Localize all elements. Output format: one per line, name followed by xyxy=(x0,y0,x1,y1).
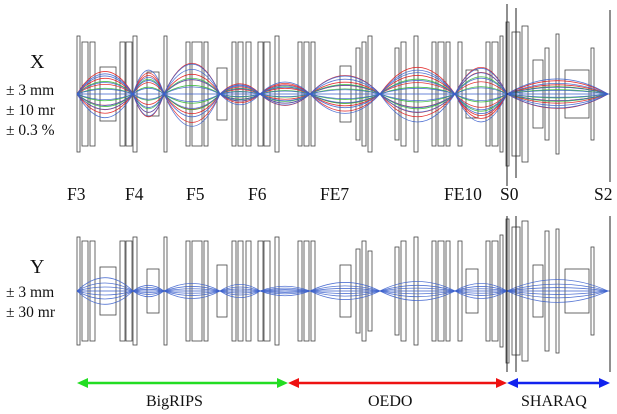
x-ray-trace xyxy=(76,69,609,127)
x-acceptance-momentum: ± 0.3 % xyxy=(6,122,55,139)
x-ray-trace xyxy=(76,79,609,108)
x-ray-trace xyxy=(76,72,609,118)
y-ray-trace xyxy=(76,282,609,298)
x-acceptance-angle: ± 10 mr xyxy=(6,102,55,119)
focal-label-f3: F3 xyxy=(67,184,86,204)
focal-label-f4: F4 xyxy=(125,184,144,204)
focal-label-fe7: FE7 xyxy=(320,184,350,204)
arrow-sharaq-right-head xyxy=(599,378,610,388)
y-acceptance-angle: ± 30 mr xyxy=(6,304,55,321)
x-ray-trace xyxy=(76,68,609,113)
section-label-bigrips: BigRIPS xyxy=(146,393,203,410)
section-label-oedo: OEDO xyxy=(368,393,413,410)
arrow-oedo-left-head xyxy=(288,378,299,388)
x-ray-trace xyxy=(76,82,609,110)
y-acceptance-position: ± 3 mm xyxy=(6,284,55,301)
y-ray-trace xyxy=(76,277,609,301)
y-ray-trace xyxy=(76,284,609,300)
x-plane-ray-traces xyxy=(76,63,610,127)
y-ray-trace xyxy=(76,286,609,295)
focal-label-f6: F6 xyxy=(248,184,267,204)
x-acceptance-position: ± 3 mm xyxy=(6,82,55,99)
focal-label-f5: F5 xyxy=(186,184,205,204)
x-ray-trace xyxy=(76,77,609,108)
focal-label-s0: S0 xyxy=(500,184,519,204)
x-ray-trace xyxy=(76,80,609,111)
x-ray-trace xyxy=(76,87,609,103)
s0-focal-plane-markers xyxy=(506,4,611,372)
focal-label-s2: S2 xyxy=(594,184,613,204)
arrow-sharaq-left-head xyxy=(507,378,518,388)
section-arrows xyxy=(77,378,610,388)
y-plane-label: Y xyxy=(30,256,45,278)
y-ray-trace xyxy=(76,281,609,305)
arrow-bigrips-right-head xyxy=(277,378,288,388)
section-label-sharaq: SHARAQ xyxy=(521,393,587,410)
x-ray-trace xyxy=(76,63,609,123)
focal-label-fe10: FE10 xyxy=(444,184,482,204)
arrow-oedo-right-head xyxy=(496,378,507,388)
arrow-bigrips-left-head xyxy=(77,378,88,388)
x-ray-trace xyxy=(76,67,609,123)
x-ray-trace xyxy=(76,86,609,101)
x-plane-label: X xyxy=(30,51,45,73)
y-ray-trace xyxy=(76,287,609,296)
y-plane-ray-traces xyxy=(76,277,610,305)
